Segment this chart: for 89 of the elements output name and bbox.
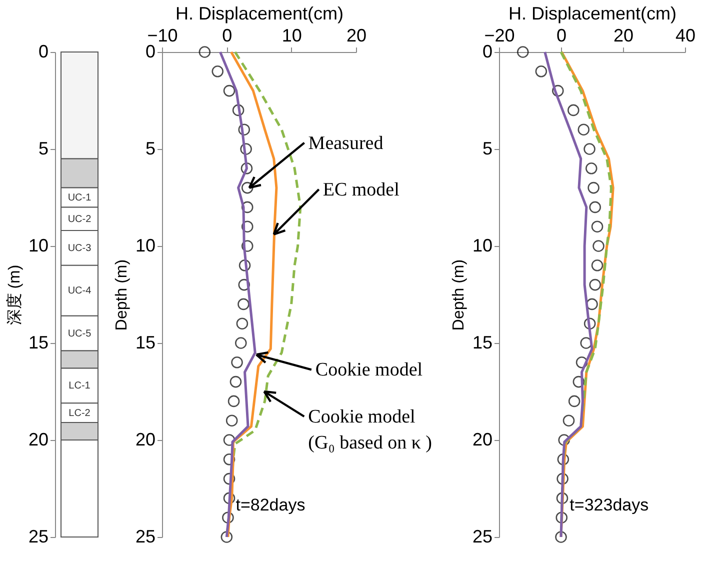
y-tick-label: 10 [135, 236, 156, 256]
point [588, 182, 600, 194]
annotation: Measured [308, 132, 384, 154]
point [235, 337, 247, 349]
point [591, 220, 604, 232]
series-label: UC-2 [68, 214, 92, 225]
y-tick-label: 0 [38, 42, 48, 62]
point [556, 512, 568, 524]
x-tick-label: 0 [556, 26, 567, 46]
point [557, 454, 570, 466]
point [578, 124, 590, 136]
series-label: LC-2 [68, 408, 91, 419]
point [572, 376, 585, 388]
x-axis-title: H. Displacement(cm) [175, 4, 344, 24]
point [236, 318, 248, 330]
point [238, 278, 250, 291]
y-tick-label: 20 [135, 430, 156, 450]
y-tick-label: 5 [482, 138, 492, 158]
x-tick-label: 40 [675, 26, 696, 46]
point [591, 260, 604, 272]
point [586, 298, 598, 310]
point [232, 104, 244, 116]
point [535, 66, 548, 78]
point [556, 492, 568, 504]
point [568, 395, 580, 408]
annotation: t=82days [236, 495, 306, 514]
point [585, 162, 598, 174]
y-axis-title: Depth (m) [450, 259, 468, 331]
point [198, 46, 211, 58]
point [230, 376, 242, 388]
point [238, 124, 250, 136]
point [223, 84, 236, 97]
annotation: Cookie model (G₀ based on κ ) [308, 406, 432, 454]
y-tick-label: 20 [472, 430, 492, 450]
x-tick-label: 20 [613, 26, 634, 46]
series-label: UC-1 [68, 192, 92, 204]
y-tick-label: 10 [472, 236, 492, 256]
point [240, 143, 252, 155]
point [592, 240, 604, 252]
point [226, 414, 238, 426]
point [238, 298, 250, 310]
y-axis-title: Depth (m) [113, 259, 130, 331]
x-tick-label: 10 [282, 26, 302, 46]
x-tick-label: 0 [222, 26, 232, 46]
point [240, 162, 253, 174]
point [241, 240, 254, 252]
point [584, 318, 596, 330]
x-tick-label: 20 [346, 26, 367, 46]
point [238, 260, 251, 272]
point [558, 434, 570, 446]
y-tick-label: 20 [28, 430, 48, 450]
series-label: LC-1 [68, 380, 91, 392]
point [220, 531, 233, 543]
x-axis-title: H. Displacement(cm) [508, 4, 677, 24]
series-label: UC-4 [68, 286, 92, 297]
y-axis-title: 深度 (m) [5, 264, 24, 326]
point [589, 278, 601, 291]
y-tick-label: 25 [28, 526, 48, 546]
y-tick-label: 15 [472, 332, 492, 352]
annotation: EC model [322, 179, 400, 200]
point [589, 201, 601, 214]
point [212, 66, 224, 78]
annotation: t=323days [570, 495, 649, 514]
annotation: Cookie model [315, 360, 423, 381]
point [228, 395, 240, 408]
point [223, 454, 236, 466]
point [516, 46, 529, 58]
point [222, 512, 234, 524]
y-tick-label: 5 [38, 138, 48, 158]
point [231, 356, 243, 368]
point [568, 104, 580, 116]
y-tick-label: 25 [472, 526, 492, 546]
series-label: UC-5 [68, 328, 92, 340]
point [584, 143, 596, 155]
point [241, 220, 254, 232]
point [223, 472, 236, 485]
point [555, 531, 567, 543]
point [576, 356, 588, 368]
y-tick-label: 15 [28, 332, 48, 352]
point [552, 84, 564, 97]
series-label: UC-3 [68, 242, 92, 254]
point [556, 472, 568, 485]
y-tick-label: 15 [135, 332, 156, 352]
y-tick-label: 10 [28, 236, 48, 256]
y-tick-label: 25 [135, 526, 156, 546]
y-tick-label: 5 [145, 138, 156, 158]
point [562, 414, 575, 426]
point [241, 182, 254, 194]
point [241, 201, 254, 214]
